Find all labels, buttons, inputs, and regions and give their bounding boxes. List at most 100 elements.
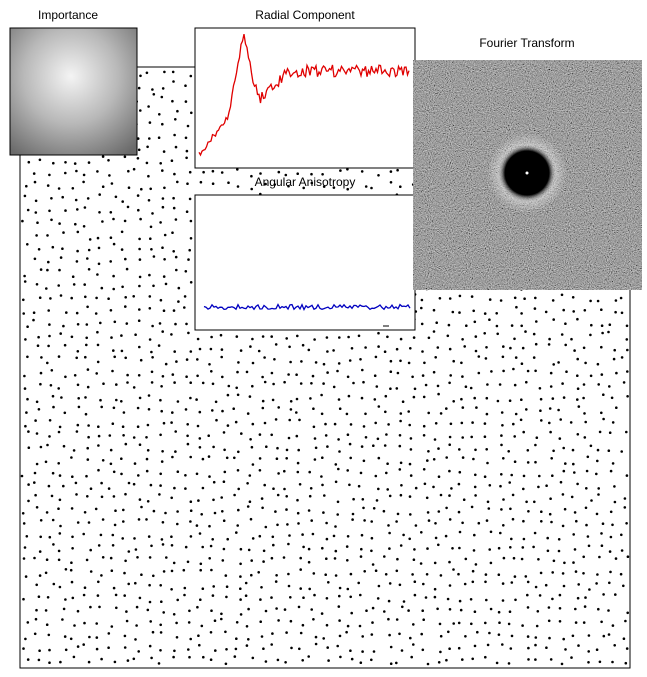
sample-point: [374, 398, 377, 401]
sample-point: [520, 419, 523, 422]
sample-point: [514, 575, 517, 578]
sample-point: [137, 194, 140, 197]
sample-point: [259, 598, 262, 601]
sample-point: [139, 109, 142, 112]
sample-point: [621, 549, 624, 552]
sample-point: [38, 595, 41, 598]
sample-point: [259, 620, 262, 623]
sample-point: [250, 175, 253, 178]
sample-point: [283, 556, 286, 559]
sample-point: [126, 268, 129, 271]
sample-point: [312, 618, 315, 621]
sample-point: [401, 649, 404, 652]
sample-point: [133, 168, 136, 171]
sample-point: [148, 394, 151, 397]
sample-point: [250, 559, 253, 562]
sample-point: [210, 336, 213, 339]
sample-point: [225, 574, 228, 577]
sample-point: [38, 649, 41, 652]
sample-point: [39, 159, 42, 162]
sample-point: [46, 558, 49, 561]
sample-point: [77, 231, 80, 234]
sample-point: [351, 347, 354, 350]
sample-point: [285, 337, 288, 340]
sample-point: [290, 400, 293, 403]
sample-point: [50, 384, 53, 387]
sample-point: [523, 297, 526, 300]
sample-point: [527, 635, 530, 638]
sample-point: [370, 659, 373, 662]
sample-point: [123, 411, 126, 414]
sample-point: [240, 548, 243, 551]
sample-point: [149, 307, 152, 310]
sample-point: [48, 323, 51, 326]
sample-point: [312, 407, 315, 410]
sample-point: [200, 181, 203, 184]
sample-point: [301, 659, 304, 662]
sample-point: [136, 556, 139, 559]
sample-point: [421, 609, 424, 612]
sample-point: [215, 401, 218, 404]
sample-point: [296, 335, 299, 338]
sample-point: [59, 532, 62, 535]
sample-point: [370, 187, 373, 190]
sample-point: [158, 136, 161, 139]
sample-point: [86, 257, 89, 260]
sample-point: [475, 563, 478, 566]
sample-point: [475, 335, 478, 338]
sample-point: [403, 600, 406, 603]
sample-point: [498, 621, 501, 624]
sample-point: [235, 387, 238, 390]
sample-point: [38, 408, 41, 411]
sample-point: [585, 507, 588, 510]
sample-point: [571, 496, 574, 499]
sample-point: [558, 538, 561, 541]
sample-point: [401, 606, 404, 609]
sample-point: [428, 337, 431, 340]
sample-point: [240, 349, 243, 352]
sample-point: [210, 348, 213, 351]
sample-point: [526, 594, 529, 597]
sample-point: [584, 596, 587, 599]
sample-point: [196, 375, 199, 378]
sample-point: [535, 343, 538, 346]
sample-point: [212, 594, 215, 597]
sample-point: [384, 350, 387, 353]
sample-point: [210, 609, 213, 612]
sample-point: [474, 321, 477, 324]
sample-point: [188, 656, 191, 659]
sample-point: [347, 588, 350, 591]
sample-point: [326, 538, 329, 541]
sample-point: [207, 434, 210, 437]
sample-point: [84, 356, 87, 359]
sample-point: [98, 247, 101, 250]
sample-point: [547, 550, 550, 553]
sample-point: [160, 600, 163, 603]
sample-point: [475, 350, 478, 353]
sample-point: [112, 544, 115, 547]
sample-point: [399, 445, 402, 448]
sample-point: [237, 509, 240, 512]
sample-point: [176, 181, 179, 184]
sample-point: [39, 383, 42, 386]
sample-point: [310, 608, 313, 611]
sample-point: [64, 344, 67, 347]
sample-point: [301, 533, 304, 536]
sample-point: [550, 385, 553, 388]
sample-point: [527, 370, 530, 373]
sample-point: [145, 436, 148, 439]
sample-point: [527, 449, 530, 452]
sample-point: [461, 338, 464, 341]
sample-point: [71, 507, 74, 510]
sample-point: [362, 507, 365, 510]
sample-point: [611, 397, 614, 400]
sample-point: [562, 309, 565, 312]
sample-point: [85, 344, 88, 347]
sample-point: [77, 645, 80, 648]
sample-point: [399, 360, 402, 363]
sample-point: [150, 351, 153, 354]
sample-point: [211, 409, 214, 412]
sample-point: [77, 424, 80, 427]
sample-point: [275, 574, 278, 577]
sample-point: [71, 475, 74, 478]
